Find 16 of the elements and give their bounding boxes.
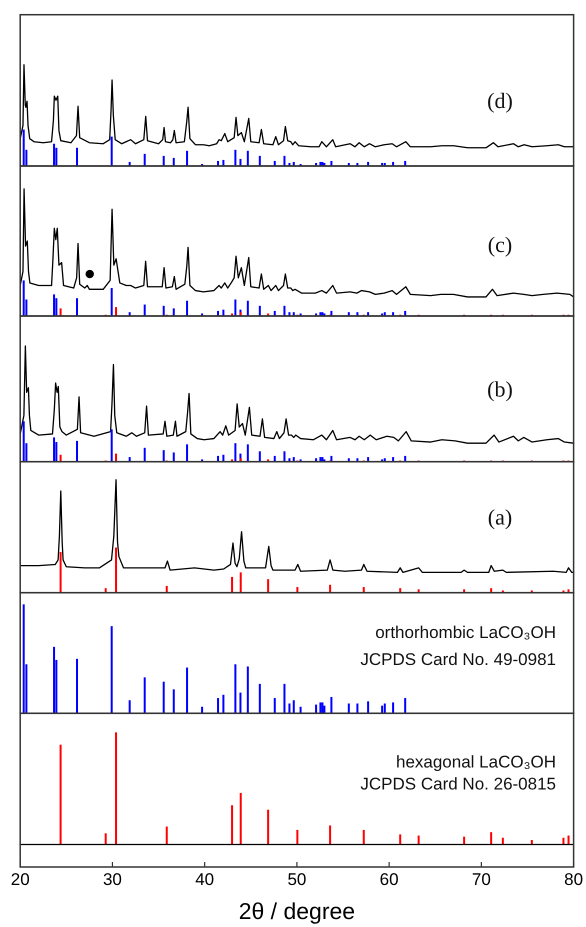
annotation: JCPDS Card No. 26-0815	[360, 774, 556, 794]
annotation: hexagonal LaCO₃OH	[396, 752, 556, 772]
x-tick-label: 50	[287, 870, 306, 889]
x-axis-title: 2θ / degree	[238, 898, 356, 924]
x-tick-label: 30	[102, 870, 122, 889]
annotation: (b)	[487, 376, 513, 402]
x-tick-label: 70	[472, 870, 491, 889]
annotation: orthorhombic LaCO₃OH	[375, 622, 556, 642]
annotation: (a)	[488, 504, 512, 530]
annotation: JCPDS Card No. 49-0981	[360, 650, 556, 669]
x-tick-label: 80	[564, 870, 584, 889]
x-tick-label: 60	[380, 870, 399, 889]
x-tick-label: 40	[195, 870, 214, 889]
annotation: (c)	[488, 232, 512, 258]
x-tick-label: 20	[10, 870, 30, 889]
annotation: (d)	[487, 88, 513, 114]
